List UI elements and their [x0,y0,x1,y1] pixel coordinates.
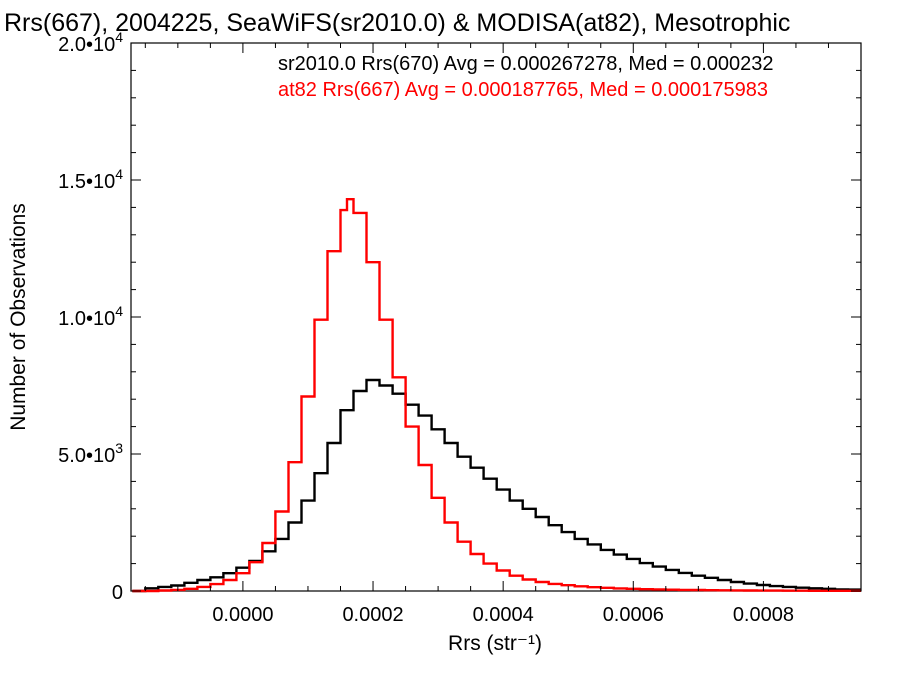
y-tick-label: 1.0•104 [58,303,123,330]
tick-layer: 0.0000 0.0002 0.0004 0.0006 0.0008 0 5.0•103 1.… [58,29,862,626]
x-tick-label: 0.0006 [603,604,664,626]
chart-title: Rrs(667), 2004225, SeaWiFS(sr2010.0) & M… [4,9,790,37]
x-tick-label: 0.0002 [342,604,403,626]
plot-frame [130,42,862,592]
y-axis-label: Number of Observations [7,203,30,431]
x-axis-label: Rrs (str⁻¹) [448,632,542,655]
legend-entry-at82: at82 Rrs(667) Avg = 0.000187765, Med = 0… [278,79,768,101]
series-line-sr2010 [132,378,861,593]
x-tick-label: 0.0004 [473,604,534,626]
x-tick-label: 0.0008 [733,604,794,626]
y-tick-label: 5.0•103 [58,440,123,467]
series-layer [132,198,861,593]
legend-entry-sr2010: sr2010.0 Rrs(670) Avg = 0.000267278, Med… [278,53,774,75]
y-tick-label: 2.0•104 [58,29,123,56]
y-tick-label: 0 [112,582,123,604]
plot-frame-layer [130,42,862,592]
y-tick-label: 1.5•104 [58,166,123,193]
series-line-at82 [132,198,861,593]
x-tick-label: 0.0000 [212,604,273,626]
